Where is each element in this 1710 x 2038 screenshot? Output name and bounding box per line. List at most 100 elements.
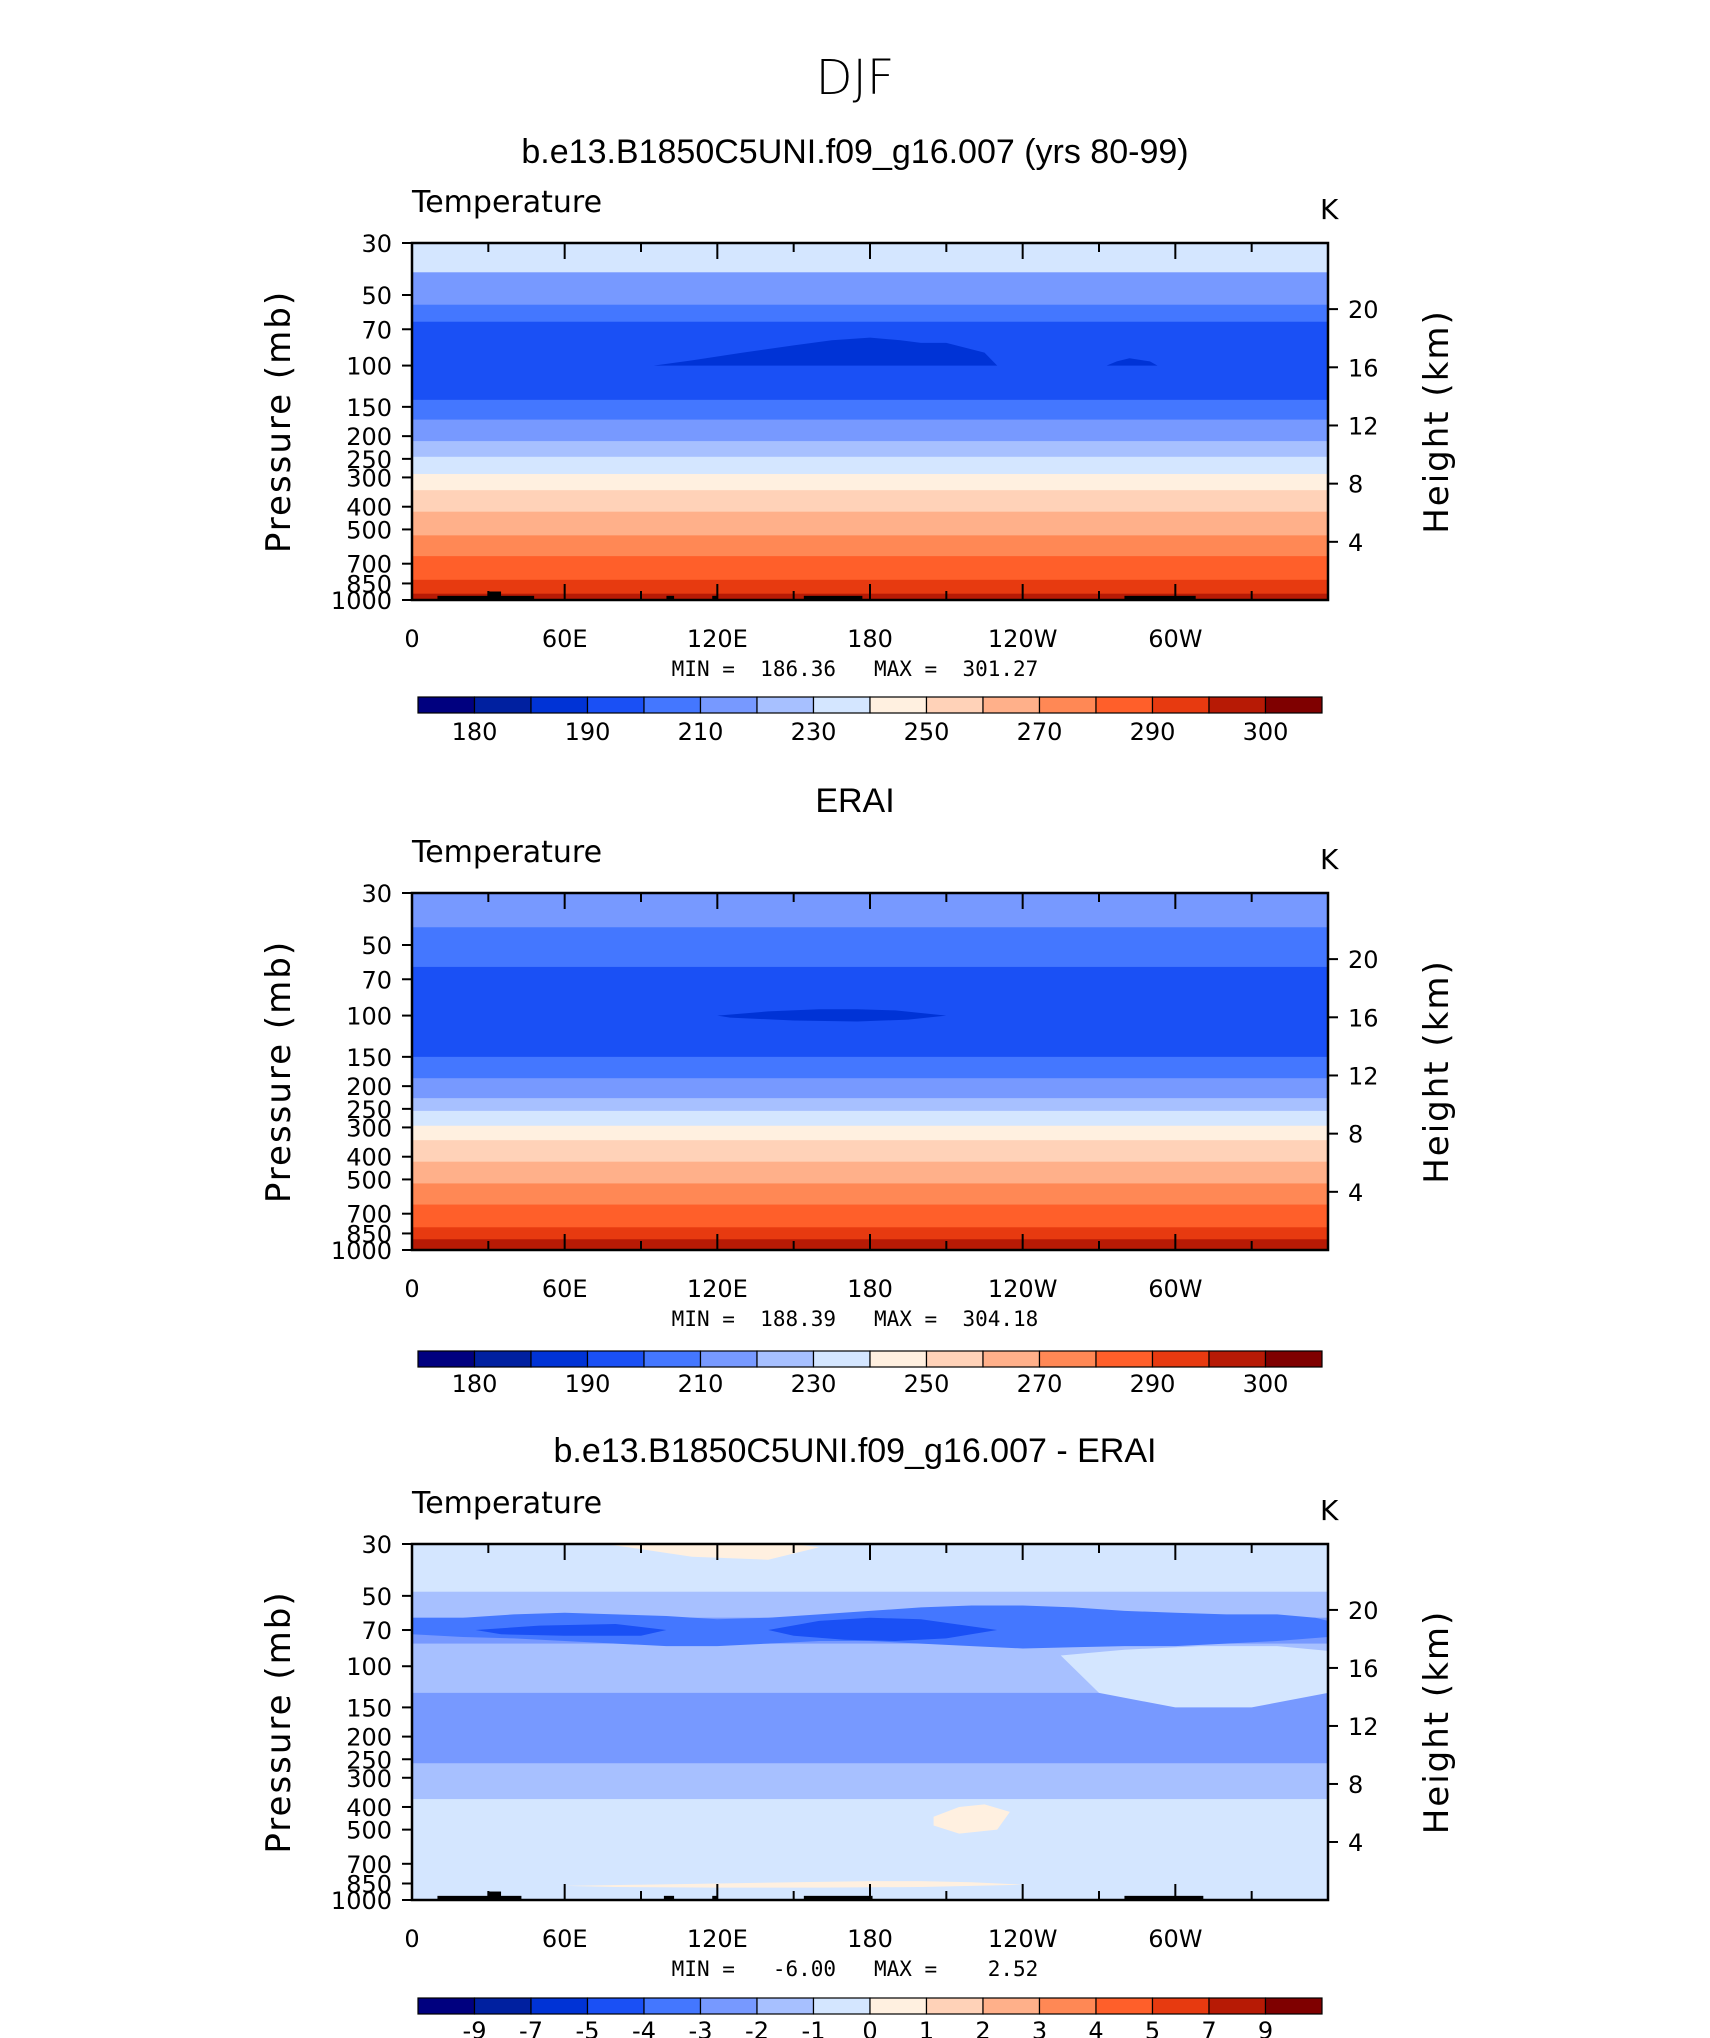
y-axis-title: Pressure (mb) (259, 290, 299, 553)
colorbar-swatch (814, 1351, 871, 1367)
colorbar-label: 190 (565, 1370, 611, 1398)
contour-band-9 (412, 1140, 1328, 1163)
colorbar-label: 250 (904, 1370, 950, 1398)
contour-band-11 (412, 1183, 1328, 1205)
colorbar-label: -5 (576, 2017, 600, 2038)
height-tick-label: 20 (1348, 1597, 1379, 1625)
colorbar-swatch (927, 697, 984, 713)
x-tick-label: 120W (988, 1925, 1058, 1953)
height-tick-label: 12 (1348, 412, 1379, 440)
x-tick-label: 60W (1148, 1275, 1202, 1303)
x-tick-label: 60W (1148, 1925, 1202, 1953)
contour-band-6 (412, 1098, 1328, 1112)
colorbar-label: 290 (1130, 1370, 1176, 1398)
y-axis-title: Pressure (mb) (259, 1590, 299, 1853)
colorbar-label: 190 (565, 718, 611, 746)
min-max-stats: MIN = 188.39 MAX = 304.18 (672, 1307, 1039, 1331)
x-tick-label: 120W (988, 625, 1058, 653)
pressure-tick-label: 150 (346, 394, 392, 422)
pressure-tick-label: 500 (346, 516, 392, 544)
pressure-tick-label: 100 (346, 1653, 392, 1681)
height-tick-label: 12 (1348, 1713, 1379, 1741)
height-tick-label: 20 (1348, 946, 1379, 974)
contour-field (412, 243, 1328, 601)
pressure-tick-label: 70 (361, 316, 392, 344)
y2-axis-title: Height (km) (1417, 959, 1457, 1184)
colorbar-swatch (1153, 1998, 1210, 2014)
x-tick-label: 180 (847, 1275, 893, 1303)
x-tick-label: 0 (404, 1275, 419, 1303)
contour-field (412, 893, 1328, 1251)
colorbar-label: -7 (519, 2017, 543, 2038)
contour-band-8 (412, 1126, 1328, 1141)
contour-band-10 (412, 490, 1328, 513)
colorbar-label: 3 (1032, 2017, 1047, 2038)
colorbar-label: 210 (678, 1370, 724, 1398)
colorbar-swatch (927, 1351, 984, 1367)
colorbar-swatch (1096, 697, 1153, 713)
y-axis-title: Pressure (mb) (259, 940, 299, 1203)
contour-field (412, 1544, 1328, 1901)
colorbar-swatch (418, 1998, 475, 2014)
x-tick-label: 120W (988, 1275, 1058, 1303)
colorbar-label: -1 (802, 2017, 826, 2038)
contour-band-7 (412, 1111, 1328, 1127)
colorbar-label: 0 (862, 2017, 877, 2038)
colorbar-label: -4 (632, 2017, 656, 2038)
colorbar-swatch (475, 697, 532, 713)
colorbar-swatch (588, 697, 645, 713)
colorbar-label: 300 (1243, 1370, 1289, 1398)
x-tick-label: 120E (687, 625, 748, 653)
height-tick-label: 8 (1348, 471, 1363, 499)
contour-band-6 (412, 1763, 1328, 1800)
colorbar-label: 4 (1088, 2017, 1103, 2038)
colorbar: 180 190 210 230 250 270 290 300 (418, 697, 1322, 746)
pressure-tick-label: 50 (361, 932, 392, 960)
x-tick-label: 180 (847, 1925, 893, 1953)
height-tick-label: 4 (1348, 1179, 1363, 1207)
colorbar-label: 7 (1201, 2017, 1216, 2038)
pressure-tick-label: 300 (346, 1765, 392, 1793)
colorbar-swatch (701, 1351, 758, 1367)
pressure-tick-label: 70 (361, 966, 392, 994)
colorbar-swatch (1153, 697, 1210, 713)
colorbar-label: -9 (463, 2017, 487, 2038)
colorbar-swatch (1209, 697, 1266, 713)
colorbar-swatch (531, 1351, 588, 1367)
x-tick-label: 60E (542, 1925, 588, 1953)
colorbar-label: -3 (689, 2017, 713, 2038)
colorbar-swatch (870, 1351, 927, 1367)
colorbar-swatch (644, 1351, 701, 1367)
contour-band-8 (412, 457, 1328, 475)
height-tick-label: 20 (1348, 296, 1379, 324)
colorbar-swatch (757, 1351, 814, 1367)
colorbar-swatch (1040, 1351, 1097, 1367)
contour-band-10 (412, 1162, 1328, 1185)
colorbar-label: -2 (745, 2017, 769, 2038)
contour-band-3 (412, 305, 1328, 323)
colorbar-swatch (870, 697, 927, 713)
pressure-tick-label: 1000 (331, 1887, 392, 1915)
colorbar-swatch (983, 1351, 1040, 1367)
pressure-tick-label: 300 (346, 464, 392, 492)
contour-band-12 (412, 1205, 1328, 1229)
min-max-stats: MIN = -6.00 MAX = 2.52 (672, 1957, 1039, 1981)
height-tick-label: 12 (1348, 1062, 1379, 1090)
colorbar-label: 5 (1145, 2017, 1160, 2038)
x-tick-label: 120E (687, 1925, 748, 1953)
units-label: K (1320, 843, 1339, 876)
colorbar: 180 190 210 230 250 270 290 300 (418, 1351, 1322, 1398)
colorbar-label: 210 (678, 718, 724, 746)
height-tick-label: 16 (1348, 1004, 1379, 1032)
colorbar-swatch (1266, 1998, 1323, 2014)
pressure-tick-label: 70 (361, 1617, 392, 1645)
height-tick-label: 16 (1348, 354, 1379, 382)
x-tick-label: 60W (1148, 625, 1202, 653)
height-tick-label: 4 (1348, 1829, 1363, 1857)
colorbar-swatch (531, 697, 588, 713)
pressure-tick-label: 150 (346, 1694, 392, 1722)
figure: DJF b.e13.B1850C5UNI.f09_g16.007 (yrs 80… (0, 0, 1710, 2038)
pressure-tick-label: 500 (346, 1166, 392, 1194)
colorbar-label: 290 (1130, 718, 1176, 746)
